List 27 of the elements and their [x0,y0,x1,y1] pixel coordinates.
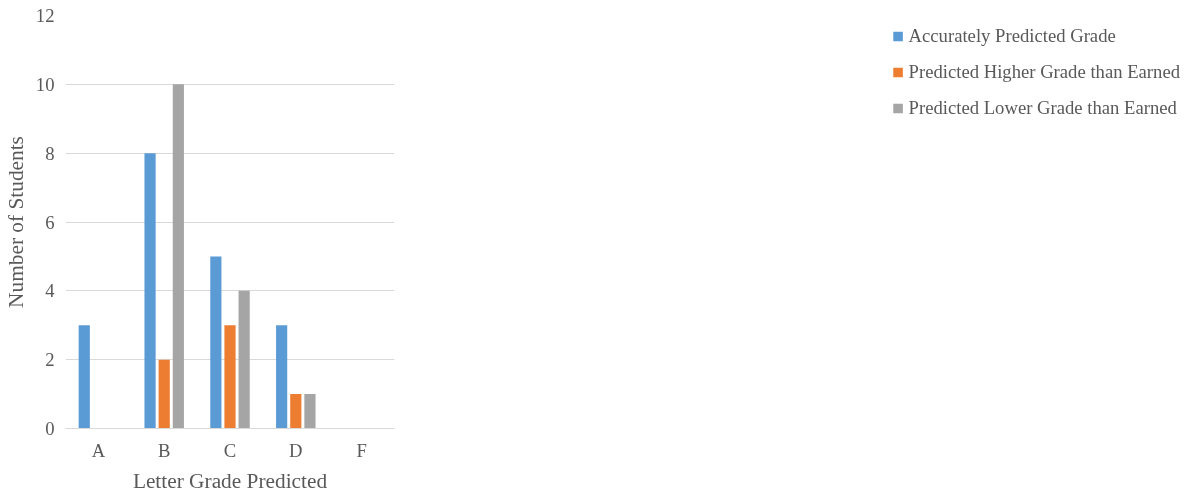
bar [172,84,184,429]
y-tick-label: 8 [45,142,55,164]
bar [78,325,90,429]
bar [238,290,250,429]
bar [224,325,236,429]
y-tick-label: 12 [35,5,55,26]
bar [276,325,288,429]
y-tick-label: 6 [45,211,55,233]
y-tick-label: 0 [45,418,55,439]
x-tick-label: C [223,439,237,461]
bar [144,153,156,429]
y-tick-label: 2 [45,349,55,371]
y-axis-title: Number of Students [3,136,28,308]
y-tick-label: 10 [35,73,55,95]
bar [158,359,170,429]
x-axis-title: Letter Grade Predicted [132,468,328,493]
x-tick-label: A [91,439,106,461]
legend-label: Predicted Higher Grade than Earned [908,61,1180,83]
x-tick-label: F [356,439,367,461]
x-tick-label: B [157,439,171,461]
y-tick-label: 4 [45,280,56,302]
bar [304,394,316,429]
x-tick-label: D [289,439,303,461]
legend-label: Predicted Lower Grade than Earned [908,97,1177,119]
legend-label: Accurately Predicted Grade [908,25,1116,47]
bar [210,256,222,429]
bar [290,394,302,429]
